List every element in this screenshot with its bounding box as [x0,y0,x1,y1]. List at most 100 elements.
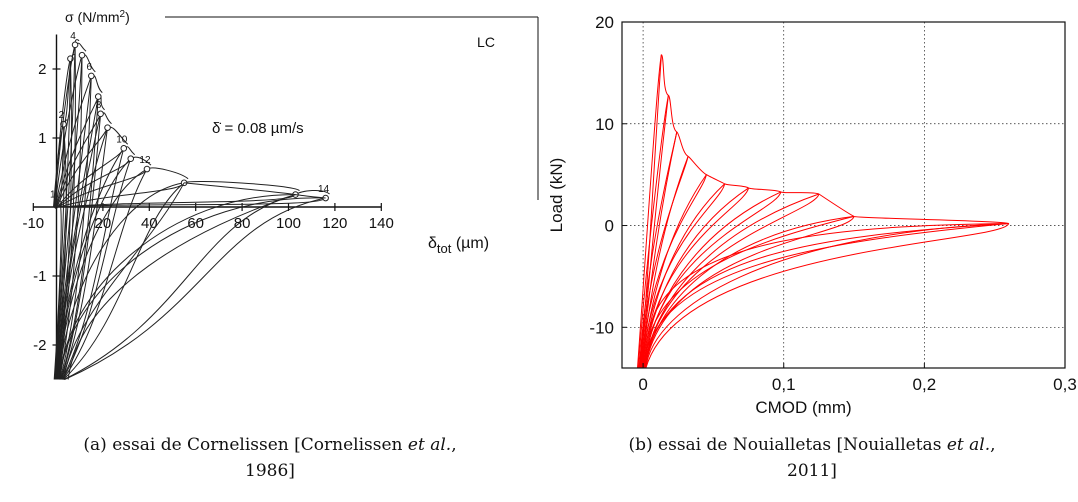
load-curve [639,156,689,369]
peak-marker [143,165,151,173]
x-tick-label: 0 [638,375,647,394]
softening-curve [853,215,1009,224]
peak-marker [104,124,111,131]
y-tick-label: -2 [33,337,46,354]
peak-marker [94,93,102,100]
caption-b-year: 2011] [787,461,837,481]
peak-label-8: 8 [96,100,102,111]
caption-a-etal: et al. [407,435,452,455]
tail-curve [184,182,296,196]
tail-unload-curve [648,215,855,338]
x-tick-label: 120 [322,215,347,232]
peak-marker [78,51,86,59]
peak-marker [127,155,135,162]
unloading-curve [59,194,296,380]
y-tick-label: -1 [33,268,46,285]
load-curve [637,95,669,369]
peak-marker [120,145,128,152]
loading-curve [58,168,148,208]
unloading-curve [55,55,83,380]
x-tick-label: 60 [187,215,204,232]
peak-marker [88,72,95,80]
reloading-curve [63,182,185,380]
caption-b: (b) essai de Nouialletas [Nouialletas et… [552,432,1072,484]
loading-curve [59,197,327,208]
unloading-curve [54,124,65,380]
x-axis-label: δtot (µm) [428,235,489,256]
loading-curve [55,75,92,208]
reloading-curve [64,197,326,380]
softening-curve [676,131,689,157]
load-curve [641,183,726,369]
softening-curve [724,183,749,189]
loading-curve [59,194,296,208]
load-curve [644,216,855,369]
tail-curve-end [295,194,326,199]
plot-frame [621,21,1066,369]
unload-curve [640,156,689,369]
tail-unload-curve [645,223,1009,358]
y-tick-label: 0 [605,217,614,236]
last-unloading-curve [67,194,296,380]
loading-curve [53,58,71,208]
peak-marker [71,41,79,49]
load-curve [640,174,707,369]
y-tick-label: 20 [595,13,614,32]
x-tick-label: 140 [369,215,394,232]
peak-label-4: 4 [70,31,76,42]
caption-a-text: (a) essai de Cornelissen [Cornelissen [83,435,408,455]
unloading-curve [57,127,108,380]
load-curve [637,54,662,369]
cornelissen-chart: -10 20 40 60 80 100 120 140 -2 -1 1 2 σ (N/mm2) δtot … [0,0,540,430]
caption-b-text: (b) essai de Nouialletas [Nouialletas [628,435,947,455]
unload-curve [645,223,1009,369]
x-tick-label: -10 [22,215,44,232]
caption-b-comma: , [990,435,996,455]
nouialletas-chart: 0 0,1 0,2 0,3 -10 0 10 20 CMOD (mm) Load (kN) [540,0,1078,430]
unloading-curve [54,44,76,380]
tail-load-curve [649,223,1009,328]
peak-marker [97,110,104,118]
reloading-curve [62,168,148,380]
x-tick-label: 100 [276,215,301,232]
x-tick-label: 0,2 [913,375,937,394]
panel-tag-lc: LC [477,34,495,50]
softening-curve [748,187,782,193]
load-curve [643,193,820,369]
softening-curve [780,191,820,195]
x-tick-label: 40 [141,215,158,232]
x-tick-label: 0,3 [1053,375,1077,394]
y-axis-label: Load (kN) [547,158,566,233]
x-tick-label: 20 [95,215,112,232]
reloading-curve [60,113,102,380]
softening-curve [667,94,678,133]
softening-curve [706,174,725,185]
unloading-curve [59,197,326,380]
peak-label-12: 12 [139,155,151,166]
softening-curve [183,181,300,192]
unload-curve [644,215,855,369]
softening-curve [146,167,189,180]
peak-label-6: 6 [87,62,93,73]
caption-b-etal: et al. [946,435,991,455]
y-tick-label: -10 [589,318,614,337]
softening-curve [687,155,707,176]
loading-curve [56,113,102,208]
unload-curve [642,187,749,369]
softening-curve [660,54,669,96]
unloading-curve-55 [63,182,185,380]
x-tick-label: 0,1 [772,375,796,394]
rate-annotation: δ̇ = 0.08 µm/s [212,120,304,137]
nouialletas-chart-svg: 0 0,1 0,2 0,3 -10 0 10 20 CMOD (mm) Load (kN) [547,13,1077,417]
loading-curve [54,44,76,208]
unload-curve [644,193,820,369]
reloading-curve [62,158,132,380]
y-axis-label: σ (N/mm2) [65,9,130,25]
softening-curve [818,193,855,217]
y-tick-label: 10 [595,115,614,134]
unloading-curve [55,75,92,380]
loading-curve [54,55,83,208]
peak-label-1: 1 [50,190,56,201]
caption-a-year: 1986] [245,461,295,481]
